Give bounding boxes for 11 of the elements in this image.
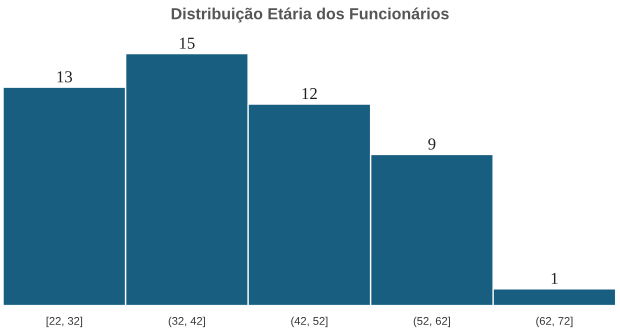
chart-title: Distribuição Etária dos Funcionários [172, 8, 449, 23]
x-tick-label: (52, 62] [414, 316, 450, 328]
data-label: 15 [180, 38, 195, 49]
data-label: 12 [302, 88, 317, 100]
x-tick-label: (32, 42] [168, 316, 205, 328]
data-label: 9 [428, 138, 436, 150]
x-tick-label: (62, 72] [536, 316, 572, 328]
x-tick-label: [22, 32] [46, 316, 82, 328]
data-label: 1 [552, 272, 558, 284]
x-tick-label: (42, 52] [291, 316, 328, 328]
data-label: 13 [57, 71, 72, 82]
